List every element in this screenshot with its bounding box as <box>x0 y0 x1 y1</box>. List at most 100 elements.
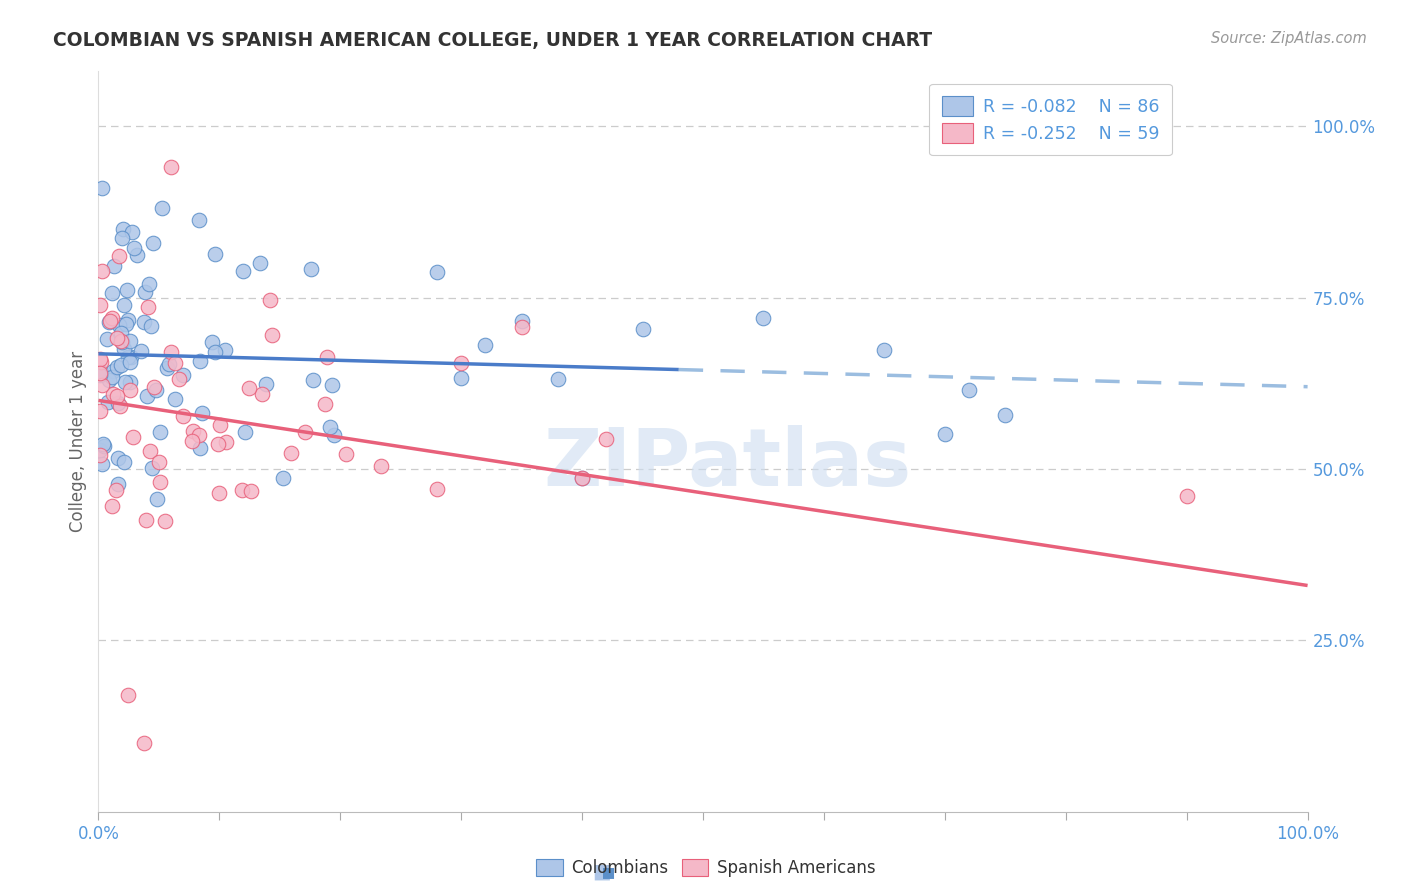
Point <box>187 427 209 442</box>
Point <box>153 514 176 528</box>
Point <box>132 315 155 329</box>
Point <box>319 419 342 434</box>
Point <box>89 367 111 381</box>
Point <box>152 202 174 216</box>
Point <box>181 434 204 449</box>
Point <box>105 331 128 345</box>
Point <box>89 352 111 367</box>
Point <box>124 241 146 255</box>
Point <box>101 387 124 401</box>
Point <box>89 298 111 312</box>
Point <box>181 425 204 439</box>
Point <box>97 315 120 329</box>
Point <box>100 311 122 326</box>
Point <box>301 373 323 387</box>
Point <box>118 334 141 348</box>
Point <box>107 476 129 491</box>
Point <box>97 395 120 409</box>
Point <box>108 399 131 413</box>
Point <box>90 365 112 379</box>
Point <box>156 361 179 376</box>
Point <box>118 384 141 398</box>
Point <box>135 389 157 403</box>
Point <box>301 261 323 276</box>
Point <box>139 319 162 334</box>
Point <box>233 425 256 440</box>
Point <box>111 222 134 236</box>
Point <box>101 500 124 514</box>
Point <box>165 392 187 406</box>
Point <box>201 334 224 349</box>
Point <box>209 417 232 432</box>
Point <box>172 368 194 383</box>
Point <box>136 300 159 314</box>
Point <box>450 371 472 385</box>
Point <box>105 389 128 403</box>
Point <box>322 428 344 442</box>
Point <box>112 455 135 469</box>
Point <box>510 314 533 328</box>
Point <box>89 403 111 417</box>
Point <box>157 357 180 371</box>
Point <box>314 397 336 411</box>
Point <box>121 225 143 239</box>
Point <box>118 375 141 389</box>
Point <box>249 256 271 270</box>
Point <box>107 396 129 410</box>
Point <box>1175 489 1198 503</box>
Point <box>335 447 357 461</box>
Point <box>204 247 226 261</box>
Point <box>103 259 125 273</box>
Point <box>994 409 1017 423</box>
Point <box>450 356 472 370</box>
Point <box>426 265 449 279</box>
Point <box>957 383 980 397</box>
Point <box>159 345 181 359</box>
Point <box>321 377 343 392</box>
Point <box>239 483 262 498</box>
Point <box>132 736 155 750</box>
Point <box>271 471 294 485</box>
Point <box>112 298 135 312</box>
Point <box>873 343 896 358</box>
Text: COLOMBIAN VS SPANISH AMERICAN COLLEGE, UNDER 1 YEAR CORRELATION CHART: COLOMBIAN VS SPANISH AMERICAN COLLEGE, U… <box>53 31 932 50</box>
Point <box>571 471 593 485</box>
Point <box>96 333 118 347</box>
Point <box>117 312 139 326</box>
Text: ▪: ▪ <box>591 858 612 887</box>
Point <box>105 360 128 375</box>
Point <box>547 372 569 386</box>
Point <box>510 320 533 334</box>
Point <box>107 318 129 333</box>
Point <box>89 448 111 462</box>
Point <box>101 369 124 384</box>
Point <box>98 373 121 387</box>
Point <box>188 354 211 368</box>
Point <box>208 486 231 500</box>
Point <box>169 372 191 386</box>
Point <box>107 451 129 466</box>
Point <box>294 425 316 440</box>
Point <box>93 438 115 452</box>
Point <box>231 483 253 497</box>
Point <box>112 342 135 356</box>
Point <box>89 368 111 382</box>
Point <box>316 351 339 365</box>
Point <box>139 443 162 458</box>
Point <box>135 513 157 527</box>
Point <box>259 293 281 307</box>
Point <box>188 441 211 455</box>
Text: ▪: ▪ <box>600 863 616 882</box>
Y-axis label: College, Under 1 year: College, Under 1 year <box>69 351 87 533</box>
Point <box>110 358 132 372</box>
Point <box>148 455 170 469</box>
Point <box>165 356 187 370</box>
Point <box>101 364 124 378</box>
Point <box>90 355 112 369</box>
Point <box>146 491 169 506</box>
Point <box>215 434 238 449</box>
Point <box>89 443 111 458</box>
Point <box>145 383 167 397</box>
Point <box>114 376 136 390</box>
Point <box>250 387 273 401</box>
